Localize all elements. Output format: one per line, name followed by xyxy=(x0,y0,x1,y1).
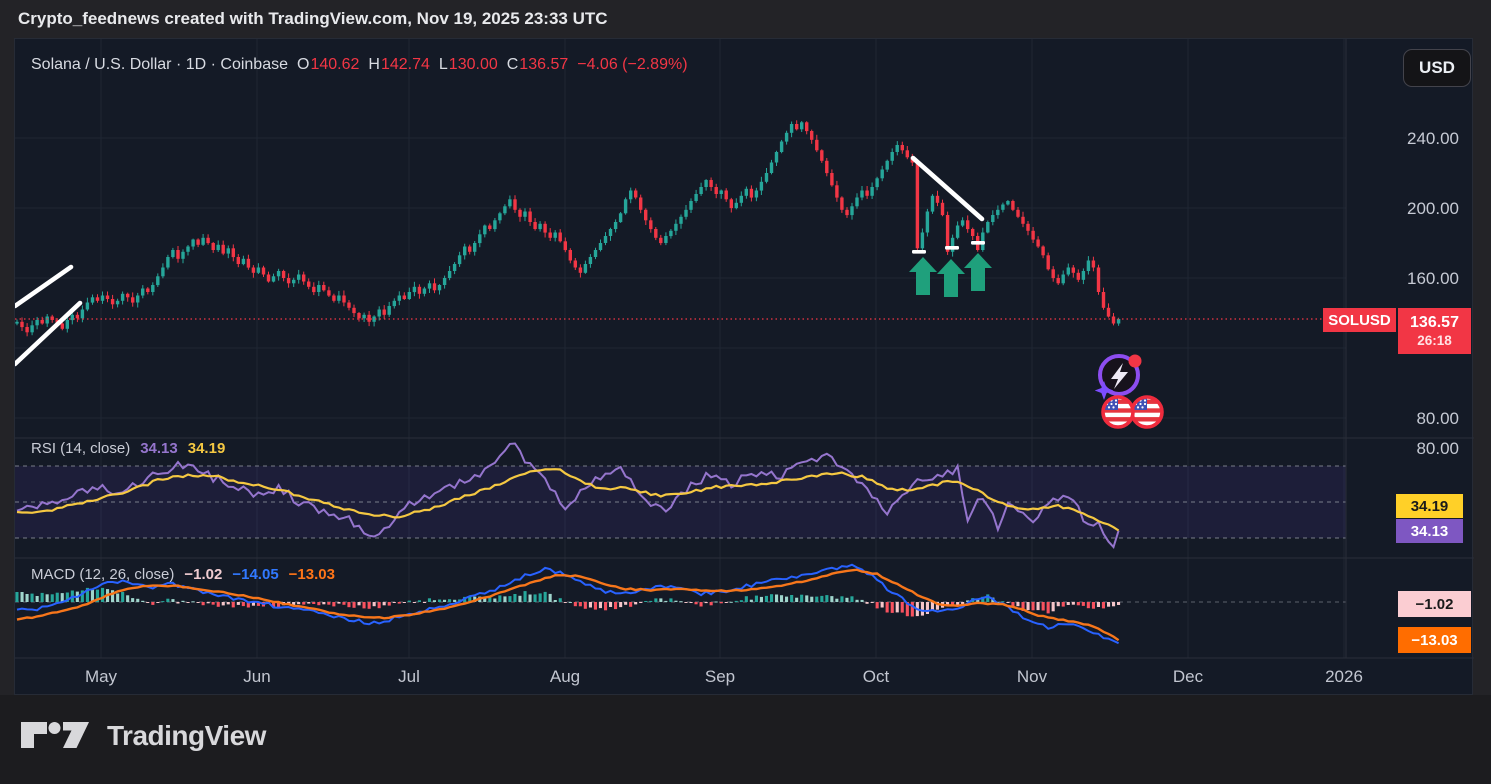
attribution-bar: Crypto_feednews created with TradingView… xyxy=(0,0,1491,38)
low-label: L xyxy=(438,56,448,73)
time-axis-label[interactable]: Jun xyxy=(243,667,270,686)
time-axis-label[interactable]: Nov xyxy=(1017,667,1048,686)
price-axis-label[interactable]: 200.00 xyxy=(1407,199,1459,218)
close-label: C xyxy=(506,56,519,73)
time-axis-label[interactable]: 2026 xyxy=(1325,667,1363,686)
symbol-info-row[interactable]: Solana / U.S. Dollar · 1D · Coinbase O 14… xyxy=(31,56,688,74)
high-label: H xyxy=(368,56,380,73)
chart-widget[interactable]: 240.00 200.00 160.00 80.00 80.00 May Jun Jul Aug… xyxy=(12,38,1474,695)
macd-signal-value: −13.03 xyxy=(288,566,335,583)
rsi-ma-line[interactable] xyxy=(16,468,1120,532)
candlestick-series[interactable] xyxy=(15,120,1121,337)
time-axis-label[interactable]: Sep xyxy=(705,667,735,686)
entry-dash-mark[interactable] xyxy=(945,246,959,250)
rsi-line[interactable] xyxy=(16,442,1120,549)
up-arrow-marker[interactable] xyxy=(964,253,992,291)
last-price-badge: 136.57 26:18 xyxy=(1398,308,1471,354)
attribution-text: Crypto_feednews created with TradingView… xyxy=(18,9,608,28)
close-value: 136.57 xyxy=(519,56,569,73)
macd-line-value: −14.05 xyxy=(232,566,279,583)
low-value: 130.00 xyxy=(448,56,498,73)
up-arrow-marker[interactable] xyxy=(909,257,937,295)
sparkle-icon xyxy=(1094,381,1114,400)
macd-legend[interactable]: MACD (12, 26, close) −1.02 −14.05 −13.03 xyxy=(31,566,335,583)
trend-channel-line[interactable] xyxy=(12,300,83,367)
entry-dash-mark[interactable] xyxy=(971,241,985,245)
open-value: 140.62 xyxy=(310,56,360,73)
price-axis-label[interactable]: 80.00 xyxy=(1416,409,1459,428)
macd-hist-badge: −1.02 xyxy=(1398,591,1471,617)
time-axis-label[interactable]: Oct xyxy=(863,667,890,686)
usa-flag-left xyxy=(1101,395,1135,429)
up-arrow-marker[interactable] xyxy=(937,259,965,297)
breakdown-trendline[interactable] xyxy=(910,155,985,222)
trend-channel-line[interactable] xyxy=(12,264,74,309)
macd-hist-value: −1.02 xyxy=(184,566,223,583)
rsi-ma-value: 34.19 xyxy=(187,440,226,457)
tradingview-logo[interactable]: TradingView xyxy=(20,717,266,755)
macd-signal-badge: −13.03 xyxy=(1398,627,1471,653)
macd-histogram[interactable] xyxy=(15,587,1121,617)
tradingview-logo-icon xyxy=(21,722,89,748)
chart-canvas[interactable]: 240.00 200.00 160.00 80.00 80.00 May Jun Jul Aug… xyxy=(12,39,1474,701)
last-price-value: 136.57 xyxy=(1410,313,1459,331)
price-axis-label[interactable]: 240.00 xyxy=(1407,129,1459,148)
change-value: −4.06 (−2.89%) xyxy=(577,56,688,73)
time-axis-label[interactable]: Jul xyxy=(398,667,420,686)
time-axis-label[interactable]: Aug xyxy=(550,667,580,686)
rsi-ma-badge: 34.19 xyxy=(1396,494,1463,518)
rsi-axis-label[interactable]: 80.00 xyxy=(1416,439,1459,458)
symbol-title[interactable]: Solana / U.S. Dollar · 1D · Coinbase xyxy=(31,56,288,73)
high-value: 142.74 xyxy=(380,56,430,73)
symbol-price-label: SOLUSD xyxy=(1323,308,1396,332)
price-axis-label[interactable]: 160.00 xyxy=(1407,269,1459,288)
time-axis-label[interactable]: Dec xyxy=(1173,667,1204,686)
rsi-value: 34.13 xyxy=(140,440,178,457)
rsi-legend[interactable]: RSI (14, close) 34.13 34.19 xyxy=(31,440,225,457)
currency-toggle-button[interactable]: USD xyxy=(1403,49,1471,87)
zap-red-dot xyxy=(1128,354,1142,368)
macd-title[interactable]: MACD (12, 26, close) xyxy=(31,566,175,583)
rsi-value-badge: 34.13 xyxy=(1396,519,1463,543)
usa-flags-sticker[interactable] xyxy=(1097,391,1171,438)
macd-signal-line[interactable] xyxy=(16,568,1120,642)
time-axis-label[interactable]: May xyxy=(85,667,118,686)
usa-flag-right xyxy=(1130,395,1164,429)
bar-countdown: 26:18 xyxy=(1417,332,1452,348)
rsi-title[interactable]: RSI (14, close) xyxy=(31,440,131,457)
ai-zap-sticker[interactable] xyxy=(1094,351,1159,410)
lightning-bolt-icon xyxy=(1111,363,1128,389)
open-label: O xyxy=(297,56,310,73)
entry-dash-mark[interactable] xyxy=(912,250,926,254)
footer-bar: TradingView xyxy=(0,695,1491,784)
tradingview-logo-text: TradingView xyxy=(107,720,266,751)
